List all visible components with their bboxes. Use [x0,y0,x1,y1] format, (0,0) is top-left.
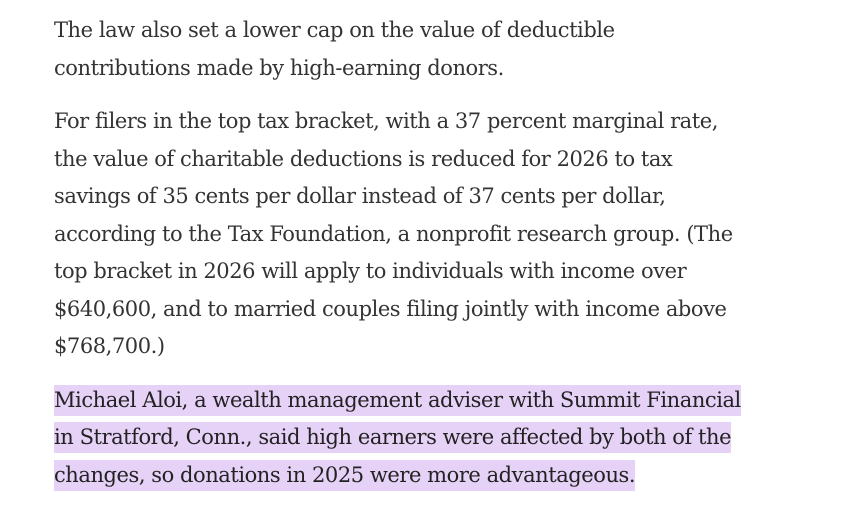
text-line: savings of 35 cents per dollar instead o… [54,184,666,208]
text-line: The law also set a lower cap on the valu… [54,18,615,42]
text-line: the value of charitable deductions is re… [54,146,673,171]
text-line: For filers in the top tax bracket, with … [54,109,718,133]
highlighted-text-line: Michael Aloi, a wealth management advise… [54,382,824,420]
text-line: $640,600, and to married couples filing … [54,296,727,321]
highlighted-text-line: in Stratford, Conn., said high earners w… [54,419,824,457]
text-line: $768,700.) [54,334,165,358]
text-highlight: changes, so donations in 2025 were more … [54,459,636,491]
paragraph-deduction-cap: The law also set a lower cap on the valu… [54,12,824,87]
paragraph-top-bracket: For filers in the top tax bracket, with … [54,103,824,366]
text-highlight: Michael Aloi, a wealth management advise… [54,384,741,416]
article-body: The law also set a lower cap on the valu… [54,12,824,510]
paragraph-highlighted-quote[interactable]: Michael Aloi, a wealth management advise… [54,382,824,495]
text-highlight: in Stratford, Conn., said high earners w… [54,422,731,453]
text-line: according to the Tax Foundation, a nonpr… [54,221,733,246]
highlighted-text-line: changes, so donations in 2025 were more … [54,457,824,495]
text-line: top bracket in 2026 will apply to indivi… [54,259,687,283]
text-line: contributions made by high-earning donor… [54,55,504,80]
